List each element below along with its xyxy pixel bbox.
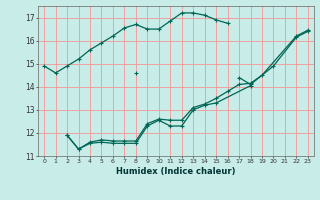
X-axis label: Humidex (Indice chaleur): Humidex (Indice chaleur) [116,167,236,176]
